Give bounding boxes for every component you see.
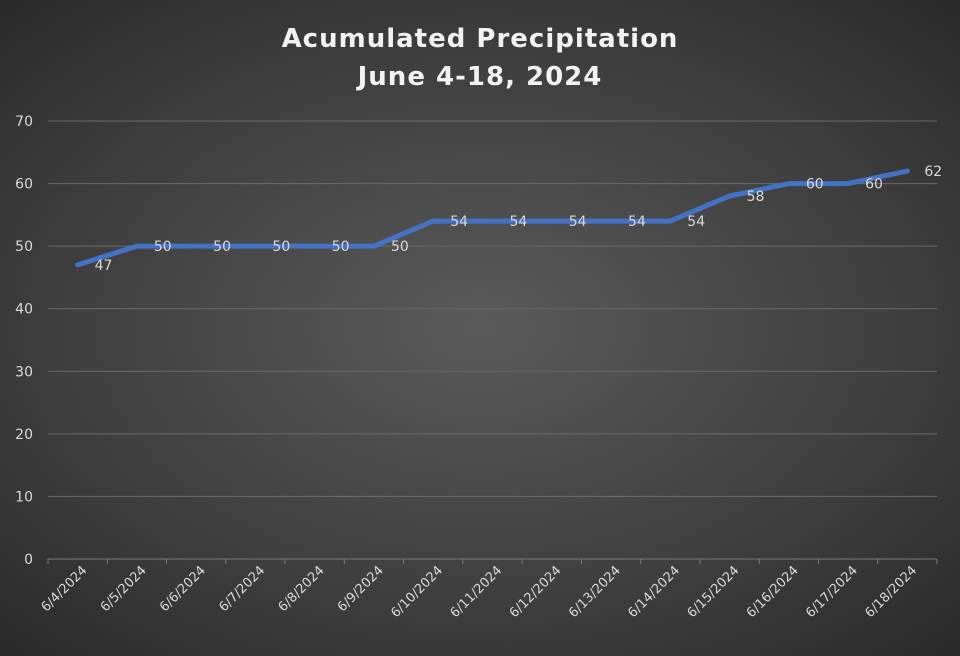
chart-title-line-1: Acumulated Precipitation — [282, 24, 679, 54]
x-tick-label: 6/7/2024 — [216, 563, 268, 615]
x-tick-label: 6/18/2024 — [862, 563, 920, 621]
data-label: 62 — [924, 164, 942, 180]
x-tick-label: 6/13/2024 — [566, 563, 624, 621]
y-axis: 0 10 20 30 40 50 60 70 — [15, 114, 33, 568]
data-label: 54 — [510, 214, 528, 230]
data-label: 50 — [213, 239, 231, 255]
series-line — [78, 171, 908, 265]
x-tick-label: 6/4/2024 — [39, 563, 91, 615]
gridlines — [48, 121, 937, 496]
data-label: 54 — [569, 214, 587, 230]
data-label: 58 — [747, 189, 765, 205]
y-tick-label: 50 — [15, 239, 33, 255]
y-tick-label: 0 — [24, 552, 33, 568]
data-label: 54 — [450, 214, 468, 230]
x-tick-label: 6/15/2024 — [685, 563, 743, 621]
x-tick-label: 6/5/2024 — [98, 563, 150, 615]
data-label: 50 — [332, 239, 350, 255]
x-tick-label: 6/14/2024 — [625, 563, 683, 621]
x-tick-label: 6/6/2024 — [157, 563, 209, 615]
x-axis: 6/4/2024 6/5/2024 6/6/2024 6/7/2024 6/8/2024… — [39, 559, 937, 621]
data-label: 60 — [806, 177, 824, 193]
data-label: 50 — [391, 239, 409, 255]
y-tick-label: 60 — [15, 177, 33, 193]
data-labels: 47 50 50 50 50 50 54 54 54 54 54 58 60 60 62 — [95, 164, 943, 274]
data-label: 60 — [865, 177, 883, 193]
y-tick-label: 40 — [15, 302, 33, 318]
x-tick-label: 6/10/2024 — [388, 563, 446, 621]
x-tick-label: 6/12/2024 — [507, 563, 565, 621]
y-tick-label: 70 — [15, 114, 33, 130]
x-tick-label: 6/11/2024 — [448, 563, 506, 621]
y-tick-label: 10 — [15, 489, 33, 505]
chart-title-line-2: June 4-18, 2024 — [356, 62, 603, 92]
data-label: 50 — [272, 239, 290, 255]
y-tick-label: 30 — [15, 364, 33, 380]
data-label: 47 — [95, 258, 113, 274]
series-layer — [78, 171, 908, 265]
x-tick-label: 6/16/2024 — [744, 563, 802, 621]
x-tick-label: 6/8/2024 — [276, 563, 328, 615]
x-tick-label: 6/17/2024 — [803, 563, 861, 621]
data-label: 54 — [687, 214, 705, 230]
y-tick-label: 20 — [15, 427, 33, 443]
x-tick-label: 6/9/2024 — [335, 563, 387, 615]
data-label: 50 — [154, 239, 172, 255]
data-label: 54 — [628, 214, 646, 230]
